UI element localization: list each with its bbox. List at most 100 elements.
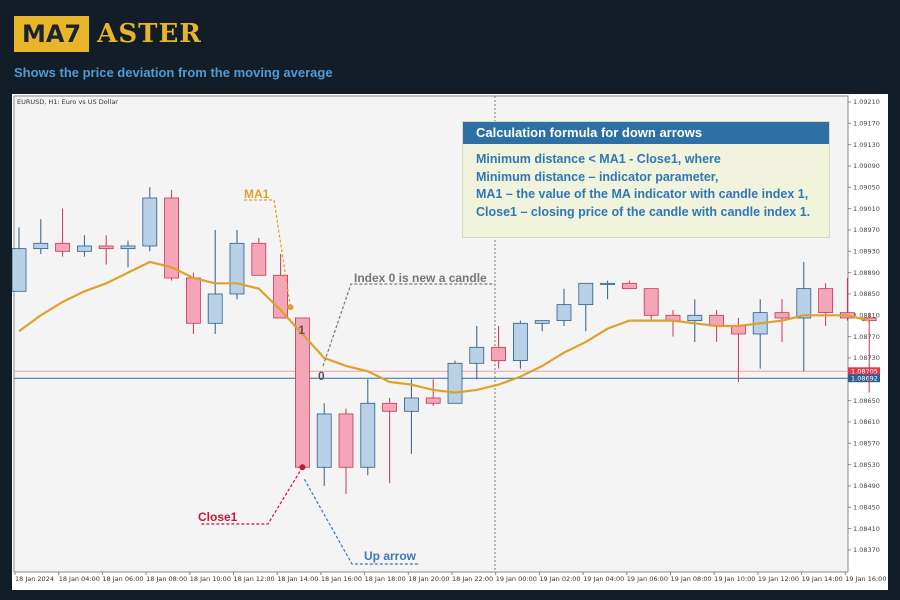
time-tick-label: 19 Jan 04:00 (583, 575, 624, 583)
ask-price-label: 1.08692 (851, 375, 878, 383)
candle-body (55, 242, 70, 252)
candle-body (687, 314, 703, 322)
candle-body (556, 304, 572, 322)
candle-body (382, 402, 398, 412)
candle-body (316, 413, 332, 468)
price-tick-label: 1.08370 (853, 546, 880, 554)
candle-body (774, 312, 790, 319)
candle-body (469, 346, 485, 364)
price-tick-label: 1.08450 (853, 503, 880, 511)
time-tick-label: 19 Jan 16:00 (845, 575, 886, 583)
candle-body (12, 248, 27, 292)
candle-body (185, 277, 201, 324)
price-tick-label: 1.08770 (853, 333, 880, 341)
candle-body (360, 402, 376, 468)
time-tick-label: 18 Jan 18:00 (365, 575, 406, 583)
candle-body (164, 197, 180, 279)
candle-body (534, 320, 550, 324)
time-tick-label: 18 Jan 10:00 (190, 575, 231, 583)
up-arrow-leader (303, 478, 420, 565)
formula-line: Minimum distance < MA1 - Close1, where (476, 152, 721, 166)
candle-body (77, 245, 92, 252)
price-tick-label: 1.08810 (853, 312, 880, 320)
index0-leader (322, 283, 495, 367)
ma-line (18, 260, 870, 394)
price-tick-label: 1.08730 (853, 354, 880, 362)
price-tick-label: 1.09090 (853, 162, 880, 170)
time-tick-label: 18 Jan 20:00 (408, 575, 449, 583)
logo-badge: MA7 (14, 16, 90, 52)
logo: MA7 ASTER (14, 16, 202, 52)
candle-body (578, 282, 594, 306)
price-tick-label: 1.08930 (853, 248, 880, 256)
close1-leader (200, 466, 303, 525)
formula-info-header: Calculation formula for down arrows (463, 122, 829, 144)
candle-body (425, 397, 441, 404)
price-tick-label: 1.09010 (853, 205, 880, 213)
time-tick-label: 18 Jan 14:00 (277, 575, 318, 583)
time-tick-label: 19 Jan 12:00 (758, 575, 799, 583)
candle-body (229, 242, 245, 295)
candle-body (207, 293, 223, 324)
bid-price-tag (848, 367, 880, 376)
price-tick-label: 1.08410 (853, 525, 880, 533)
time-tick-label: 19 Jan 10:00 (714, 575, 755, 583)
candle-body (512, 322, 528, 362)
time-tick-label: 19 Jan 00:00 (496, 575, 537, 583)
symbol-label: EURUSD, H1: Euro vs US Dollar (17, 98, 118, 106)
candle-body (731, 325, 746, 335)
time-tick-label: 19 Jan 06:00 (627, 575, 668, 583)
time-tick-label: 18 Jan 16:00 (321, 575, 362, 583)
price-tick-label: 1.08490 (853, 482, 880, 490)
price-tick-label: 1.08610 (853, 418, 880, 426)
candle-body (622, 282, 637, 290)
candle-body (33, 242, 49, 250)
formula-info-box: Calculation formula for down arrows Mini… (462, 121, 830, 238)
formula-info-body: Minimum distance < MA1 - Close1, where M… (463, 144, 829, 221)
time-tick-label: 18 Jan 06:00 (102, 575, 143, 583)
price-tick-label: 1.09170 (853, 120, 880, 128)
price-tick-label: 1.08650 (853, 397, 880, 405)
time-tick-label: 18 Jan 04:00 (59, 575, 100, 583)
candle-body (403, 397, 419, 412)
candle-index-0-label: 0 (318, 369, 325, 383)
time-tick-label: 18 Jan 12:00 (234, 575, 275, 583)
candle-body (818, 288, 833, 314)
page-subtitle: Shows the price deviation from the movin… (14, 65, 333, 80)
price-tick-label: 1.08890 (853, 269, 880, 277)
candle-index-1-label: 1 (298, 323, 305, 337)
price-tick-label: 1.08850 (853, 290, 880, 298)
candle-body (142, 197, 158, 247)
price-tick-label: 1.08570 (853, 439, 880, 447)
candle-body (120, 245, 136, 250)
candle-body (796, 288, 812, 319)
index0-label: Index 0 is new a candle (354, 271, 487, 285)
price-tick-label: 1.09130 (853, 141, 880, 149)
close1-label: Close1 (198, 510, 238, 524)
up-arrow-label: Up arrow (364, 549, 417, 563)
price-tick-label: 1.09050 (853, 184, 880, 192)
price-tick-label: 1.09210 (853, 98, 880, 106)
formula-line: Close1 – closing price of the candle wit… (476, 204, 811, 219)
logo-text: ASTER (97, 19, 202, 49)
candle-body (643, 288, 659, 316)
formula-line: MA1 – the value of the MA indicator with… (476, 187, 809, 201)
ma1-point (287, 304, 294, 311)
time-tick-label: 19 Jan 14:00 (802, 575, 843, 583)
time-tick-label: 18 Jan 2024 (15, 575, 54, 583)
bid-price-label: 1.08705 (851, 368, 878, 376)
ma1-label: MA1 (244, 187, 270, 201)
candle-body (447, 362, 463, 404)
candle-body (251, 242, 267, 276)
candle-body (98, 245, 114, 250)
candle-body (491, 346, 507, 362)
formula-line: Minimum distance – indicator parameter, (476, 169, 719, 184)
time-tick-label: 18 Jan 22:00 (452, 575, 493, 583)
price-tick-label: 1.08530 (853, 461, 880, 469)
price-tick-label: 1.08970 (853, 226, 880, 234)
candle-body (338, 413, 354, 468)
time-tick-label: 18 Jan 08:00 (146, 575, 187, 583)
ma1-leader (244, 199, 291, 308)
ask-price-tag (848, 374, 880, 383)
time-tick-label: 19 Jan 02:00 (539, 575, 580, 583)
